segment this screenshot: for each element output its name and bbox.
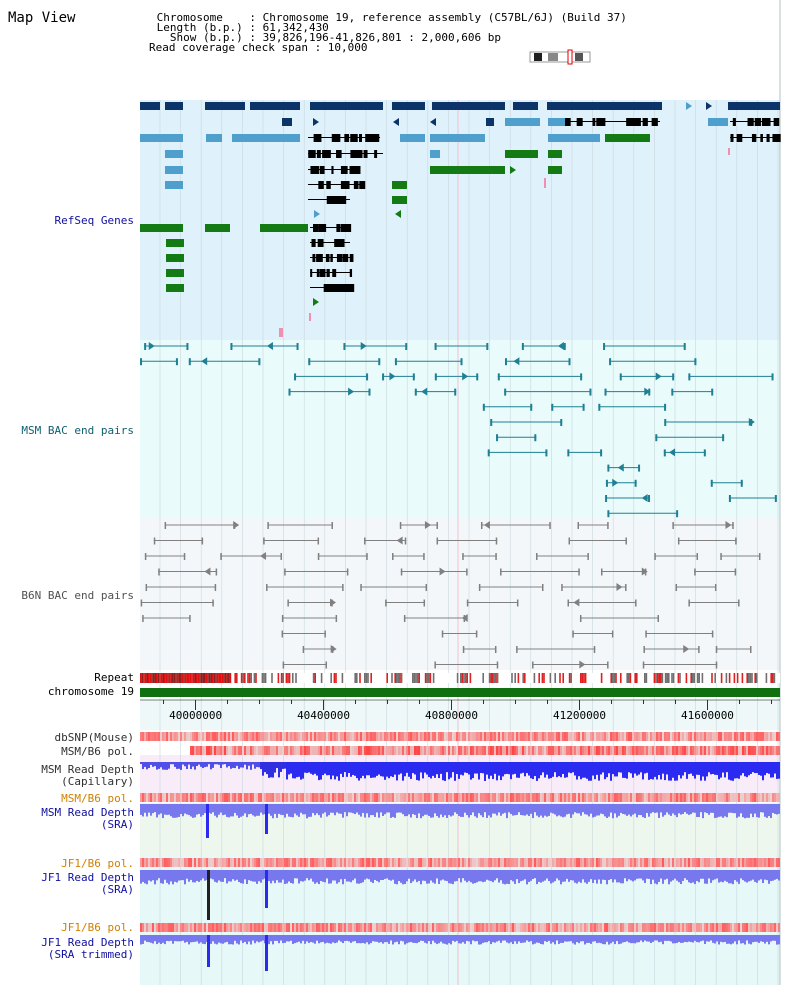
track-label-refseq: RefSeq Genes: [55, 214, 134, 227]
track-label-jf1-pol-2: JF1/B6 pol.: [61, 921, 134, 934]
refseq-genes: [140, 102, 781, 337]
track-label-msm-pol-2: MSM/B6 pol.: [61, 792, 134, 805]
msm-bac-track-bg: [140, 340, 780, 518]
track-label-repeat: Repeat: [94, 671, 134, 684]
grid-lines: [159, 0, 781, 985]
msm-bac-pairs: [140, 342, 777, 518]
b6n-bac-pairs: [140, 521, 761, 669]
repeat-track: [140, 673, 780, 683]
track-label-dbsnp: dbSNP(Mouse): [55, 731, 134, 744]
jf1-sra-depth: [140, 870, 780, 920]
track-label-jf1-pol-1: JF1/B6 pol.: [61, 857, 134, 870]
axis-tick-label: 40000000: [169, 709, 222, 722]
track-label-jf1-depth-trim-sub: (SRA trimmed): [48, 948, 134, 961]
msm-pol-track-1: [190, 746, 780, 755]
chromosome-bar: [140, 688, 780, 697]
position-axis: [140, 699, 780, 710]
axis-track-bg: [140, 700, 780, 730]
msm-sra-depth: [140, 804, 780, 838]
track-label-chromosome: chromosome 19: [48, 685, 134, 698]
axis-tick-label: 41600000: [681, 709, 734, 722]
b6n-bac-track-bg: [140, 518, 780, 670]
header-coverage-span: Read coverage check span : 10,000: [149, 41, 368, 54]
track-label-msm-depth-sra-sub: (SRA): [101, 818, 134, 831]
msm-capillary-depth: [140, 762, 780, 781]
msm-pol-track-2: [140, 793, 780, 802]
page-title: Map View: [8, 10, 76, 26]
track-label-msm-depth-cap-sub: (Capillary): [61, 775, 134, 788]
track-label-msm-depth-cap: MSM Read Depth: [41, 763, 134, 776]
track-label-jf1-depth-sra: JF1 Read Depth: [41, 871, 134, 884]
chromosome-ideogram: [529, 49, 591, 65]
axis-tick-label: 40400000: [297, 709, 350, 722]
track-label-jf1-depth-sra-sub: (SRA): [101, 883, 134, 896]
jf1-pol-track-2: [140, 923, 780, 932]
axis-tick-label: 40800000: [425, 709, 478, 722]
header-chromosome: Chromosome : Chromosome 19, reference as…: [150, 11, 627, 24]
jf1-pol-track-1: [140, 858, 780, 867]
axis-tick-label: 41200000: [553, 709, 606, 722]
header-length: Length (b.p.) : 61,342,430: [150, 21, 329, 34]
dbsnp-track: [140, 732, 780, 741]
header-show-range: Show (b.p.) : 39,826,196-41,826,801 : 2,…: [150, 31, 501, 44]
jf1-trim-depth: [140, 935, 780, 971]
track-label-msm-bac: MSM BAC end pairs: [21, 424, 134, 437]
track-label-jf1-depth-trim: JF1 Read Depth: [41, 936, 134, 949]
track-label-b6n-bac: B6N BAC end pairs: [21, 589, 134, 602]
track-label-msm-depth-sra: MSM Read Depth: [41, 806, 134, 819]
track-label-msm-pol-1: MSM/B6 pol.: [61, 745, 134, 758]
